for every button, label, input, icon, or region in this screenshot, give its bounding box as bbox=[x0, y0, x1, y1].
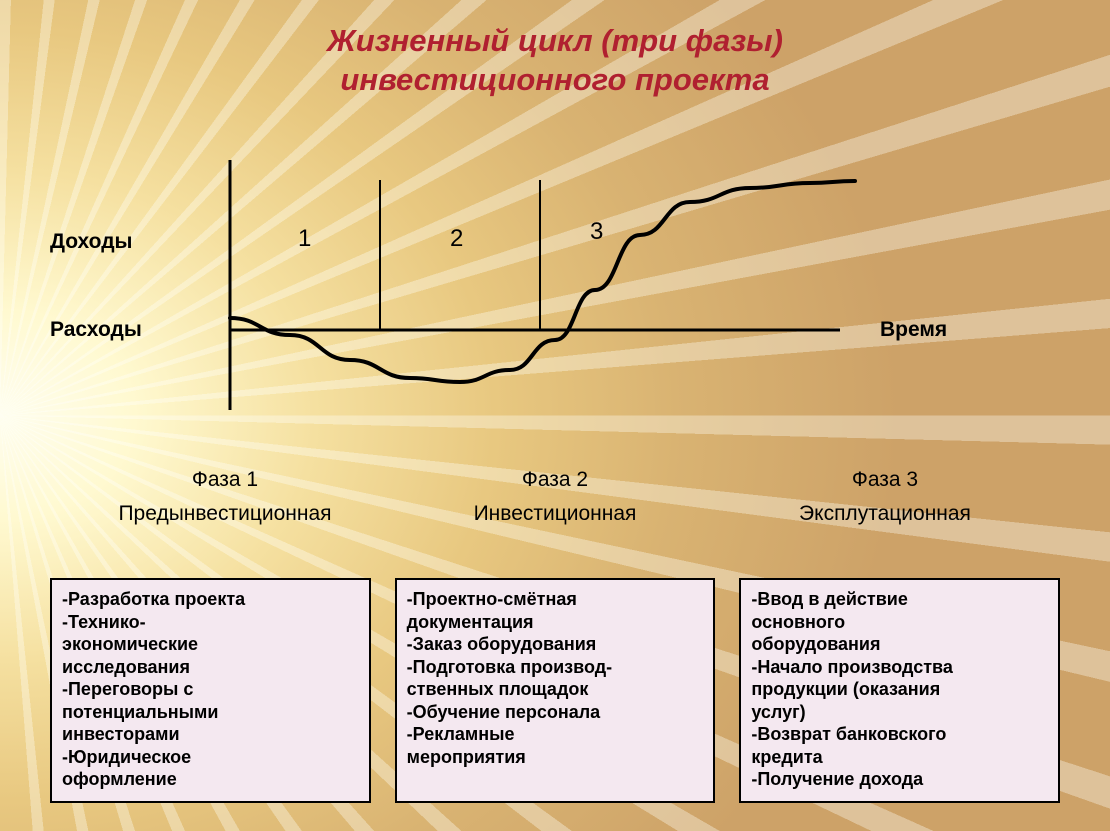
box-line: мероприятия bbox=[407, 746, 704, 769]
box-line: -Технико- bbox=[62, 611, 359, 634]
box-line: -Обучение персонала bbox=[407, 701, 704, 724]
phase-1-title: Фаза 1 bbox=[60, 468, 390, 492]
box-line: -Подготовка производ- bbox=[407, 656, 704, 679]
box-line: исследования bbox=[62, 656, 359, 679]
box-line: -Возврат банковского bbox=[751, 723, 1048, 746]
box-line: -Ввод в действие bbox=[751, 588, 1048, 611]
box-line: оборудования bbox=[751, 633, 1048, 656]
label-income: Доходы bbox=[50, 230, 133, 254]
page-title: Жизненный цикл (три фазы) инвестиционног… bbox=[0, 22, 1110, 100]
box-line: экономические bbox=[62, 633, 359, 656]
phase-col-2: Фаза 2 Инвестиционная bbox=[390, 468, 720, 526]
box-line: ственных площадок bbox=[407, 678, 704, 701]
box-line: потенциальными bbox=[62, 701, 359, 724]
box-line: -Получение дохода bbox=[751, 768, 1048, 791]
box-line: кредита bbox=[751, 746, 1048, 769]
phase-1-box: -Разработка проекта-Технико-экономически… bbox=[50, 578, 371, 803]
phase-col-1: Фаза 1 Предынвестиционная bbox=[60, 468, 390, 526]
box-line: -Рекламные bbox=[407, 723, 704, 746]
phase-detail-boxes: -Разработка проекта-Технико-экономически… bbox=[50, 578, 1060, 803]
phase-3-title: Фаза 3 bbox=[720, 468, 1050, 492]
box-line: основного bbox=[751, 611, 1048, 634]
box-line: документация bbox=[407, 611, 704, 634]
phase-headers: Фаза 1 Предынвестиционная Фаза 2 Инвести… bbox=[0, 468, 1110, 526]
chart-svg bbox=[50, 150, 1060, 440]
title-line-2: инвестиционного проекта bbox=[0, 61, 1110, 100]
box-line: -Переговоры с bbox=[62, 678, 359, 701]
phase-3-name: Эксплутационная bbox=[720, 502, 1050, 526]
phase-number-2: 2 bbox=[450, 225, 463, 253]
box-line: инвесторами bbox=[62, 723, 359, 746]
box-line: -Разработка проекта bbox=[62, 588, 359, 611]
phase-number-3: 3 bbox=[590, 218, 603, 246]
box-line: оформление bbox=[62, 768, 359, 791]
phase-2-name: Инвестиционная bbox=[390, 502, 720, 526]
phase-col-3: Фаза 3 Эксплутационная bbox=[720, 468, 1050, 526]
phase-2-title: Фаза 2 bbox=[390, 468, 720, 492]
lifecycle-chart: Доходы Расходы Время 1 2 3 bbox=[50, 150, 1060, 440]
title-line-1: Жизненный цикл (три фазы) bbox=[0, 22, 1110, 61]
box-line: продукции (оказания bbox=[751, 678, 1048, 701]
phase-1-name: Предынвестиционная bbox=[60, 502, 390, 526]
label-time: Время bbox=[880, 318, 947, 342]
label-expense: Расходы bbox=[50, 318, 142, 342]
box-line: -Начало производства bbox=[751, 656, 1048, 679]
box-line: -Заказ оборудования bbox=[407, 633, 704, 656]
phase-3-box: -Ввод в действиеосновногооборудования-На… bbox=[739, 578, 1060, 803]
box-line: -Проектно-смётная bbox=[407, 588, 704, 611]
box-line: -Юридическое bbox=[62, 746, 359, 769]
phase-2-box: -Проектно-смётнаядокументация-Заказ обор… bbox=[395, 578, 716, 803]
box-line: услуг) bbox=[751, 701, 1048, 724]
phase-number-1: 1 bbox=[298, 225, 311, 253]
